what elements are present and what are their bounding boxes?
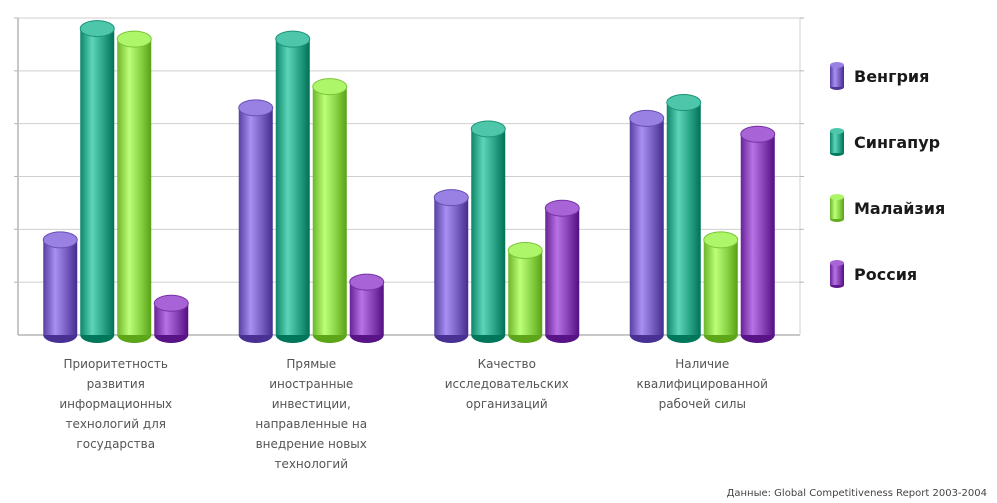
bar xyxy=(312,78,348,343)
bar-cap xyxy=(116,30,152,48)
legend-swatch xyxy=(830,263,844,285)
category-labels: Приоритетность развития информационных техн… xyxy=(59,357,768,471)
legend-swatch-cap xyxy=(830,260,844,266)
bars xyxy=(42,20,776,343)
bar-cap xyxy=(470,120,506,138)
legend-item: Сингапур xyxy=(830,128,940,156)
bar-cap xyxy=(153,294,189,312)
bar xyxy=(629,109,665,343)
bar-cap xyxy=(433,189,469,207)
bar-body xyxy=(80,28,115,336)
bar-body xyxy=(275,39,310,336)
bar-cap xyxy=(275,30,311,48)
bar-body xyxy=(740,134,775,335)
legend-swatch-cap xyxy=(830,128,844,134)
bar-body xyxy=(312,86,347,335)
bar-cap xyxy=(544,199,580,217)
legend-item: Малайзия xyxy=(830,194,945,222)
bar-cap xyxy=(629,109,665,127)
bar-body xyxy=(629,118,664,335)
bar-body xyxy=(238,107,273,335)
bar xyxy=(433,189,469,343)
source-note: Данные: Global Competitiveness Report 20… xyxy=(727,488,987,499)
bar-body xyxy=(117,39,152,336)
legend-swatch-cap xyxy=(830,62,844,68)
legend-label: Сингапур xyxy=(854,133,940,152)
bar-cap xyxy=(740,125,776,143)
bar-body xyxy=(703,239,738,335)
category-label: Приоритетность развития информационных техн… xyxy=(59,357,172,451)
bar xyxy=(42,231,78,343)
bar xyxy=(349,273,385,343)
category-label: Прямые иностранные инвестиции, направленные… xyxy=(255,357,367,471)
bar-cap xyxy=(349,273,385,291)
bar xyxy=(544,199,580,343)
legend-swatch xyxy=(830,197,844,219)
legend-swatch xyxy=(830,65,844,87)
bar-cap xyxy=(507,241,543,259)
bar xyxy=(740,125,776,343)
bar xyxy=(507,241,543,343)
bar-cap xyxy=(312,78,348,96)
legend-item: Россия xyxy=(830,260,917,288)
bar xyxy=(275,30,311,343)
bar xyxy=(470,120,506,343)
bar-body xyxy=(43,239,78,335)
bar-cap xyxy=(42,231,78,249)
bar-body xyxy=(349,282,384,335)
bar-body xyxy=(471,128,506,335)
legend-label: Россия xyxy=(854,265,917,284)
legend-swatch-cap xyxy=(830,194,844,200)
bar-cap xyxy=(79,20,115,38)
bar-body xyxy=(666,102,701,336)
category-label: Качество исследовательских организаций xyxy=(445,357,569,411)
legend: Венгрия Сингапур Малайзия Россия xyxy=(830,62,945,288)
bar xyxy=(666,94,702,343)
bar xyxy=(79,20,115,343)
bar-cap xyxy=(666,94,702,112)
bar xyxy=(116,30,152,343)
bar xyxy=(153,294,189,343)
bar xyxy=(238,99,274,343)
category-label: Наличие квалифицированной рабочей силы xyxy=(637,357,768,411)
legend-label: Малайзия xyxy=(854,199,945,218)
legend-swatch xyxy=(830,131,844,153)
bar-body xyxy=(434,197,469,335)
legend-item: Венгрия xyxy=(830,62,929,90)
bar-cap xyxy=(238,99,274,117)
bar xyxy=(703,231,739,343)
legend-label: Венгрия xyxy=(854,67,929,86)
bar-cap xyxy=(703,231,739,249)
bar-body xyxy=(545,208,580,335)
bar-body xyxy=(508,250,543,335)
